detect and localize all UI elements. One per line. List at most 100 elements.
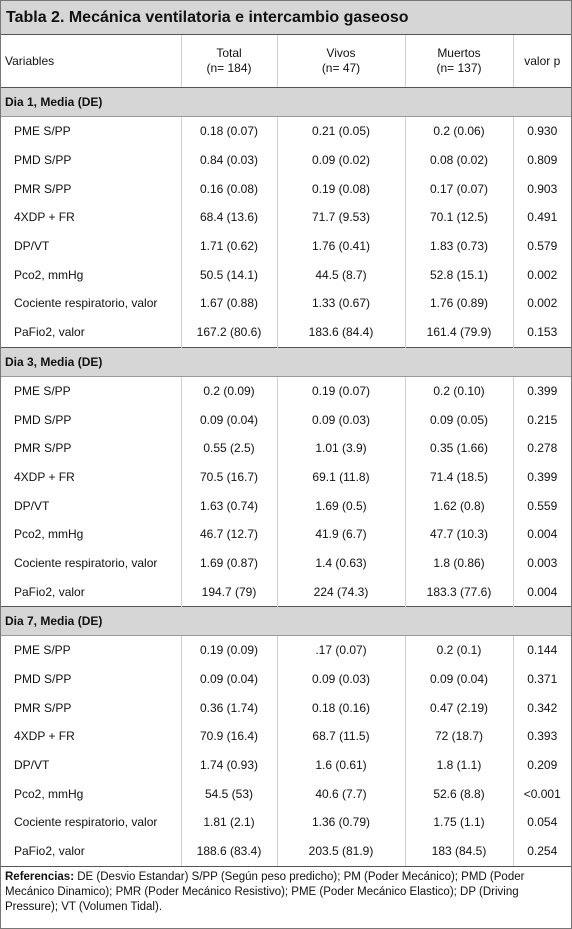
value-cell: 72 (18.7) [404, 722, 513, 751]
value-cell: 0.2 (0.06) [404, 116, 513, 146]
data-row: PMR S/PP 0.55 (2.5) 1.01 (3.9) 0.35 (1.66) 0… [1, 433, 571, 463]
data-row: Cociente respiratorio, valor 1.69 (0.87) 1… [1, 548, 571, 578]
value-cell: 0.002 [512, 289, 571, 318]
value-cell: 0.342 [512, 693, 571, 723]
value-cell: 188.6 (83.4) [180, 836, 277, 866]
variable-cell: PMR S/PP [14, 441, 72, 456]
value-cell: 44.5 (8.7) [276, 260, 405, 290]
variable-cell: PME S/PP [14, 124, 71, 139]
value-cell: 161.4 (79.9) [404, 317, 513, 347]
value-cell: 52.8 (15.1) [404, 260, 513, 290]
variable-cell: PMR S/PP [14, 181, 72, 196]
value-cell: 0.18 (0.07) [180, 116, 277, 146]
value-cell: 1.4 (0.63) [276, 548, 405, 578]
value-cell: 0.55 (2.5) [180, 433, 277, 463]
section-title: Dia 1, Media (DE) [1, 87, 571, 117]
value-cell: 183.6 (84.4) [276, 317, 405, 347]
value-cell: 0.215 [512, 405, 571, 434]
value-cell: 1.76 (0.89) [404, 289, 513, 318]
value-cell: 68.7 (11.5) [276, 722, 405, 751]
value-cell: 1.81 (2.1) [180, 808, 277, 837]
value-cell: 52.6 (8.8) [404, 779, 513, 809]
variable-cell: DP/VT [14, 758, 50, 773]
value-cell: 1.63 (0.74) [180, 491, 277, 520]
data-row: PMD S/PP 0.84 (0.03) 0.09 (0.02) 0.08 (0.02… [1, 145, 571, 175]
data-row: PMD S/PP 0.09 (0.04) 0.09 (0.03) 0.09 (0.05… [1, 405, 571, 434]
value-cell: 0.004 [512, 577, 571, 607]
value-cell: 0.579 [512, 231, 571, 261]
variable-cell: PaFio2, valor [14, 325, 85, 340]
header-cell: Vivos (n= 47) [276, 35, 405, 88]
value-cell: 50.5 (14.1) [180, 260, 277, 290]
value-cell: 0.254 [512, 836, 571, 866]
value-cell: <0.001 [512, 779, 571, 809]
value-cell: 1.69 (0.87) [180, 548, 277, 578]
value-cell: 68.4 (13.6) [180, 203, 277, 232]
value-cell: 0.35 (1.66) [404, 433, 513, 463]
value-cell: 0.19 (0.07) [276, 376, 405, 406]
data-row: PME S/PP 0.19 (0.09) .17 (0.07) 0.2 (0.1) 0.… [1, 635, 571, 665]
value-cell: 71.4 (18.5) [404, 462, 513, 492]
data-row: Pco2, mmHg 46.7 (12.7) 41.9 (6.7) 47.7 (10.… [1, 519, 571, 549]
value-cell: 0.278 [512, 433, 571, 463]
variable-cell: DP/VT [14, 498, 50, 513]
value-cell: 70.9 (16.4) [180, 722, 277, 751]
variable-cell: PMR S/PP [14, 700, 72, 715]
value-cell: 47.7 (10.3) [404, 519, 513, 549]
value-cell: 0.84 (0.03) [180, 145, 277, 175]
value-cell: 0.004 [512, 519, 571, 549]
variable-cell: Cociente respiratorio, valor [14, 296, 158, 311]
value-cell: 0.930 [512, 116, 571, 146]
value-cell: 0.903 [512, 174, 571, 204]
references: Referencias: DE (Desvio Estandar) S/PP (… [1, 865, 571, 918]
value-cell: 0.09 (0.03) [276, 405, 405, 434]
value-cell: 0.393 [512, 722, 571, 751]
table-title: Tabla 2. Mecánica ventilatoria e interca… [1, 1, 571, 35]
data-row: Pco2, mmHg 54.5 (53) 40.6 (7.7) 52.6 (8.8) <… [1, 779, 571, 809]
value-cell: 0.08 (0.02) [404, 145, 513, 175]
header-text: Muertos [437, 46, 481, 60]
value-cell: 0.09 (0.03) [276, 664, 405, 694]
value-cell: 1.8 (1.1) [404, 750, 513, 780]
header-cell: valor p [512, 35, 571, 88]
value-cell: 54.5 (53) [180, 779, 277, 809]
value-cell: 0.09 (0.04) [180, 664, 277, 694]
section-row: Dia 7, Media (DE) [1, 606, 571, 636]
value-cell: .17 (0.07) [276, 635, 405, 665]
value-cell: 0.2 (0.10) [404, 376, 513, 406]
value-cell: 1.83 (0.73) [404, 231, 513, 261]
variable-cell: 4XDP + FR [14, 469, 75, 484]
variable-cell: 4XDP + FR [14, 210, 75, 225]
data-row: DP/VT 1.71 (0.62) 1.76 (0.41) 1.83 (0.73) 0.… [1, 231, 571, 261]
header-text: Total [216, 46, 242, 60]
value-cell: 0.2 (0.09) [180, 376, 277, 406]
variable-cell: Pco2, mmHg [14, 267, 84, 282]
data-row: PMR S/PP 0.36 (1.74) 0.18 (0.16) 0.47 (2.19… [1, 693, 571, 723]
variable-cell: Pco2, mmHg [14, 786, 84, 801]
variable-cell: PaFio2, valor [14, 584, 85, 599]
value-cell: 167.2 (80.6) [180, 317, 277, 347]
header-text: valor p [524, 53, 561, 68]
value-cell: 1.6 (0.61) [276, 750, 405, 780]
value-cell: 0.21 (0.05) [276, 116, 405, 146]
value-cell: 224 (74.3) [276, 577, 405, 607]
value-cell: 0.153 [512, 317, 571, 347]
value-cell: 0.399 [512, 376, 571, 406]
value-cell: 0.559 [512, 491, 571, 520]
value-cell: 183 (84.5) [404, 836, 513, 866]
value-cell: 0.09 (0.04) [180, 405, 277, 434]
data-row: PMD S/PP 0.09 (0.04) 0.09 (0.03) 0.09 (0.04… [1, 664, 571, 694]
data-row: PaFio2, valor 188.6 (83.4) 203.5 (81.9) 183… [1, 836, 571, 866]
value-cell: 69.1 (11.8) [276, 462, 405, 492]
value-cell: 0.054 [512, 808, 571, 837]
variable-cell: Pco2, mmHg [14, 527, 84, 542]
section-row: Dia 1, Media (DE) [1, 87, 571, 117]
value-cell: 1.76 (0.41) [276, 231, 405, 261]
section-title: Dia 3, Media (DE) [1, 346, 571, 377]
data-table: Variables Total (n= 184) Vivos (n= 47) Muerto… [1, 35, 571, 866]
data-row: PaFio2, valor 194.7 (79) 224 (74.3) 183.3 (… [1, 577, 571, 607]
value-cell: 0.18 (0.16) [276, 693, 405, 723]
value-cell: 0.19 (0.09) [180, 635, 277, 665]
value-cell: 0.209 [512, 750, 571, 780]
